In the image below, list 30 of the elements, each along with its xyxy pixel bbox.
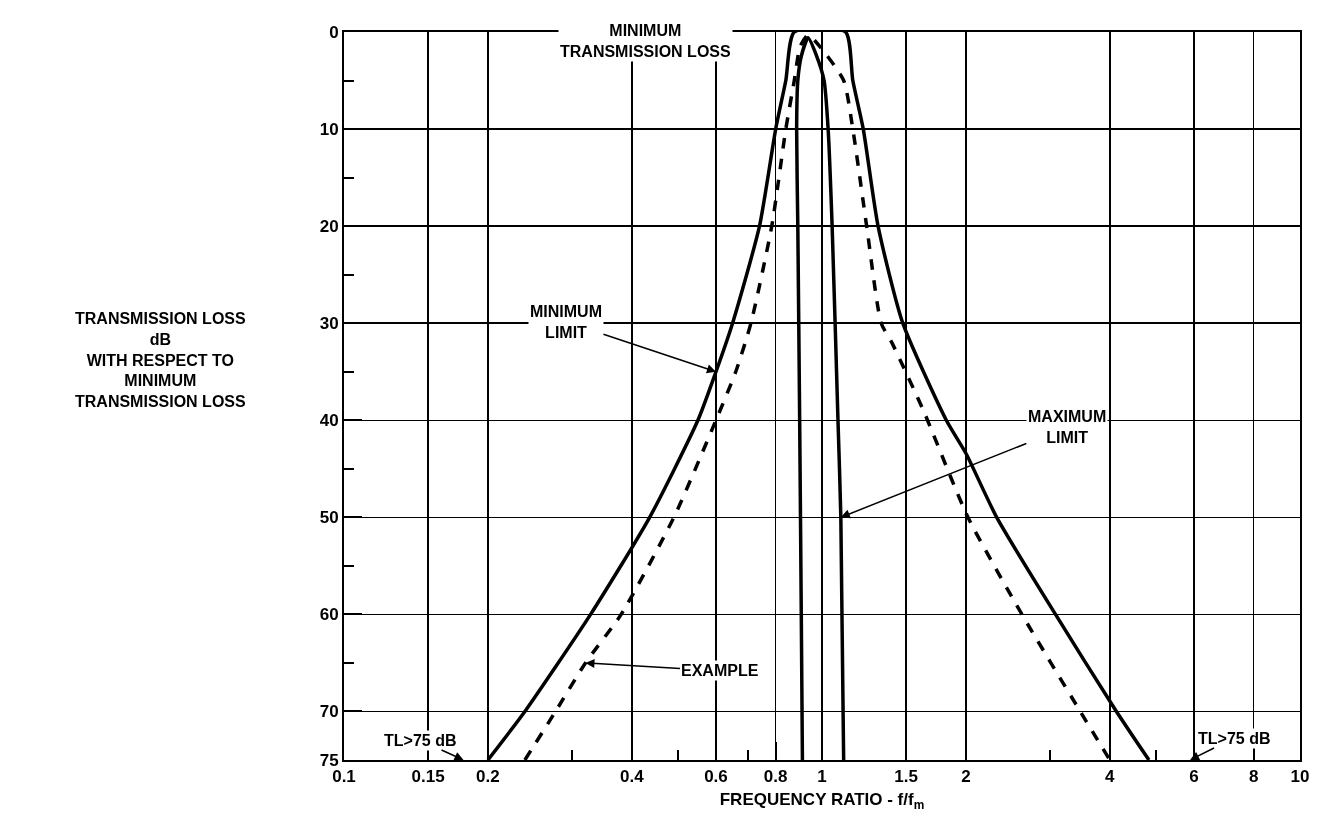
annotation: MINIMUM TRANSMISSION LOSS	[560, 22, 732, 60]
y-tick-label: 70	[319, 702, 339, 722]
annotation: TL>75 dB	[384, 732, 457, 749]
x-tick-label: 0.8	[763, 767, 788, 787]
y-tick-label: 40	[319, 411, 339, 431]
x-tick-label: 2	[961, 767, 971, 787]
y-tick-label: 50	[319, 508, 339, 528]
x-tick-label: 8	[1248, 767, 1259, 787]
x-axis-title: FREQUENCY RATIO - f/f$_{m}$	[719, 790, 925, 812]
x-tick-label: 1.5	[894, 767, 918, 787]
x-tick-label: 0.1	[332, 767, 356, 787]
annotation: EXAMPLE	[681, 662, 759, 679]
y-tick-label: 75	[319, 750, 339, 770]
x-tick-label: 0.6	[704, 767, 728, 787]
x-tick-label: 0.2	[476, 767, 500, 787]
annotation: TL>75 dB	[1198, 730, 1271, 747]
y-tick-label: 10	[319, 120, 339, 140]
y-tick-label: 20	[319, 217, 339, 237]
y-tick-label: 0	[329, 22, 339, 42]
x-tick-label: 6	[1189, 767, 1199, 787]
y-tick-label: 30	[319, 314, 339, 334]
x-tick-label: 1	[817, 767, 827, 787]
x-tick-label: 10	[1290, 767, 1310, 787]
annotation: MINIMUM LIMIT	[530, 303, 602, 341]
x-tick-label: 0.4	[619, 767, 645, 787]
annotation: MAXIMUM LIMIT	[1028, 408, 1107, 446]
y-axis-title: TRANSMISSION LOSS dB WITH RESPECT TO MINIMUM TRANSMISSION LOSS	[75, 310, 247, 411]
x-tick-label: 4	[1105, 767, 1116, 787]
y-tick-label: 60	[319, 605, 339, 625]
x-tick-label: 0.15	[411, 767, 445, 787]
